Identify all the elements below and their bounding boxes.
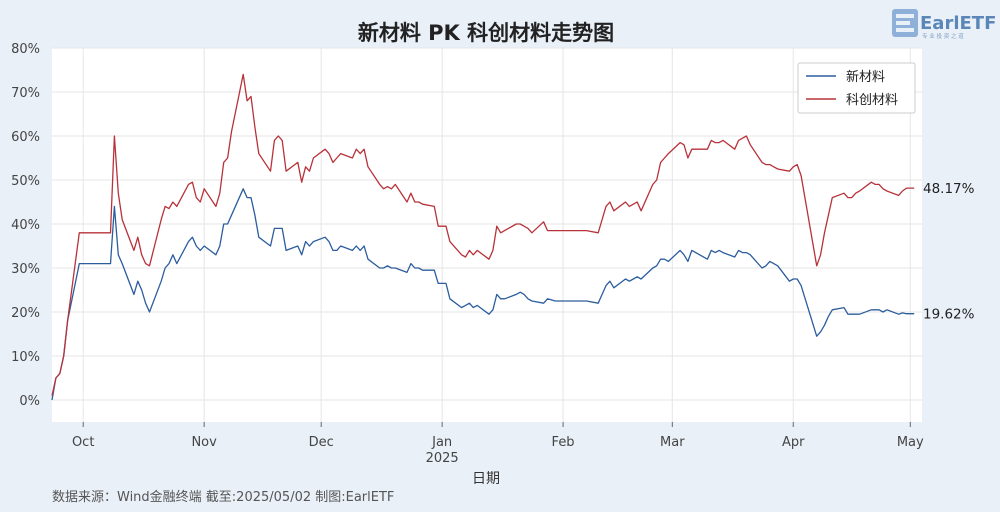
x-tick-label-1: Nov bbox=[191, 435, 217, 450]
y-tick-label-1: 10% bbox=[11, 350, 40, 365]
grid bbox=[52, 47, 922, 422]
x-axis-label: 日期 bbox=[472, 471, 500, 487]
logo-mark-stripe-2 bbox=[896, 21, 910, 25]
logo-mark-stripe-1 bbox=[896, 14, 914, 18]
x-axis: Oct Nov Dec Jan Feb Mar Apr May 2025 bbox=[72, 422, 924, 466]
x-tick-label-0: Oct bbox=[72, 435, 94, 450]
plot-area bbox=[52, 48, 922, 422]
y-axis: 0% 10% 20% 30% 40% 50% 60% 70% 80% bbox=[11, 42, 40, 409]
end-label-series-1: 19.62% bbox=[923, 307, 975, 323]
y-tick-label-4: 40% bbox=[11, 218, 40, 233]
y-tick-label-5: 50% bbox=[11, 174, 40, 189]
series-line-2 bbox=[51, 73, 915, 396]
x-tick-label-7: May bbox=[897, 435, 924, 450]
series-line-1 bbox=[51, 188, 915, 401]
end-label-series-2: 48.17% bbox=[923, 181, 975, 197]
legend-label-series-1: 新材料 bbox=[846, 69, 885, 85]
y-tick-label-0: 0% bbox=[19, 394, 40, 409]
x-tick-label-5: Mar bbox=[660, 435, 685, 450]
x-tick-label-3: Jan bbox=[431, 435, 452, 450]
x-year-label: 2025 bbox=[426, 451, 459, 466]
x-tick-label-4: Feb bbox=[552, 435, 575, 450]
x-tick-label-6: Apr bbox=[782, 435, 805, 450]
source-note: 数据来源：Wind金融终端 截至:2025/05/02 制图:EarlETF bbox=[52, 489, 394, 505]
y-tick-label-8: 80% bbox=[11, 42, 40, 57]
chart-title: 新材料 PK 科创材料走势图 bbox=[358, 21, 614, 45]
series-lines bbox=[51, 73, 915, 401]
end-labels: 19.62% 48.17% bbox=[923, 181, 975, 323]
y-tick-label-7: 70% bbox=[11, 86, 40, 101]
legend: 新材料 科创材料 bbox=[797, 62, 916, 114]
logo-mark-stripe-3 bbox=[896, 28, 914, 32]
y-tick-label-3: 30% bbox=[11, 262, 40, 277]
logo-subtext: 专 业 投 资 之 道 bbox=[922, 32, 964, 40]
logo-text: EarlETF bbox=[920, 13, 996, 34]
x-tick-label-2: Dec bbox=[309, 435, 334, 450]
logo: EarlETF 专 业 投 资 之 道 bbox=[892, 9, 996, 40]
legend-label-series-2: 科创材料 bbox=[846, 93, 898, 108]
y-tick-label-2: 20% bbox=[11, 306, 40, 321]
y-tick-label-6: 60% bbox=[11, 130, 40, 145]
